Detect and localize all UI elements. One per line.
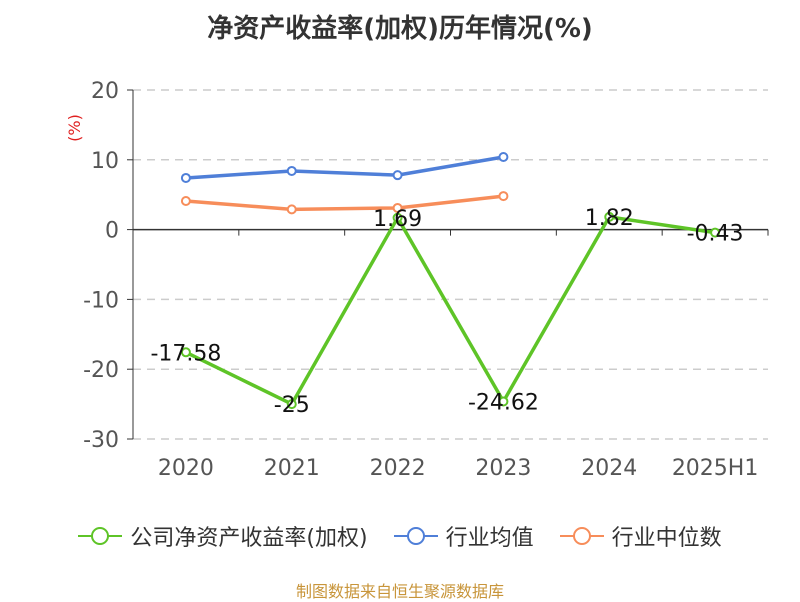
legend-marker-industry-median-icon <box>559 525 604 547</box>
data-label: -17.58 <box>150 341 221 366</box>
legend-label-industry-median: 行业中位数 <box>611 526 722 551</box>
y-tick-label: 0 <box>105 219 119 244</box>
data-point <box>498 191 509 202</box>
data-label: -0.43 <box>687 222 744 247</box>
legend-marker-industry-avg-icon <box>393 525 438 547</box>
legend-item-industry-median[interactable]: 行业中位数 <box>559 520 722 552</box>
data-label: -24.62 <box>468 390 539 415</box>
data-point <box>392 170 403 181</box>
y-tick-label: -20 <box>83 358 119 383</box>
y-tick-label: 20 <box>91 79 119 104</box>
x-tick-label: 2025H1 <box>672 456 759 481</box>
grid-layer <box>133 89 768 440</box>
data-point <box>180 195 191 206</box>
y-tick-label: -30 <box>83 428 119 453</box>
data-point <box>392 202 403 213</box>
legend-item-industry-avg[interactable]: 行业均值 <box>393 520 534 552</box>
data-point <box>710 227 721 238</box>
x-tick-label: 2022 <box>370 456 426 481</box>
chart-title: 净资产收益率(加权)历年情况(%) <box>207 14 593 44</box>
axis-layer: 20 10 0 -10 -20 -30 2020 2021 2022 2023 2024 2025H1 <box>83 79 769 481</box>
data-point <box>498 152 509 163</box>
data-point <box>286 204 297 215</box>
legend: 公司净资产收益率(加权) 行业均值 行业中位数 <box>0 520 800 552</box>
data-point <box>286 165 297 176</box>
x-tick-label: 2020 <box>158 456 214 481</box>
data-point <box>180 172 191 183</box>
data-point <box>180 347 191 358</box>
data-label: 1.69 <box>373 207 422 232</box>
data-point <box>498 396 509 407</box>
series-layer <box>180 152 721 410</box>
legend-label-company: 公司净资产收益率(加权) <box>130 526 368 551</box>
data-point <box>392 212 403 223</box>
y-tick-label: 10 <box>91 149 119 174</box>
y-tick-label: -10 <box>83 288 119 313</box>
series-line <box>185 155 504 180</box>
data-label: -25 <box>274 393 310 418</box>
label-layer: -17.58 -25 1.69 -24.62 1.82 -0.43 <box>150 206 743 418</box>
y-unit-label: (%) <box>65 114 84 142</box>
series-line <box>185 215 716 406</box>
source-note: 制图数据来自恒生聚源数据库 <box>295 582 504 601</box>
x-tick-label: 2024 <box>581 456 637 481</box>
legend-label-industry-avg: 行业均值 <box>445 526 534 551</box>
data-label: 1.82 <box>585 206 634 231</box>
data-point <box>286 399 297 410</box>
data-point <box>604 211 615 222</box>
x-tick-label: 2023 <box>475 456 531 481</box>
legend-item-company[interactable]: 公司净资产收益率(加权) <box>78 520 368 552</box>
series-line <box>185 194 504 212</box>
legend-marker-company-icon <box>78 525 123 547</box>
x-tick-label: 2021 <box>264 456 320 481</box>
